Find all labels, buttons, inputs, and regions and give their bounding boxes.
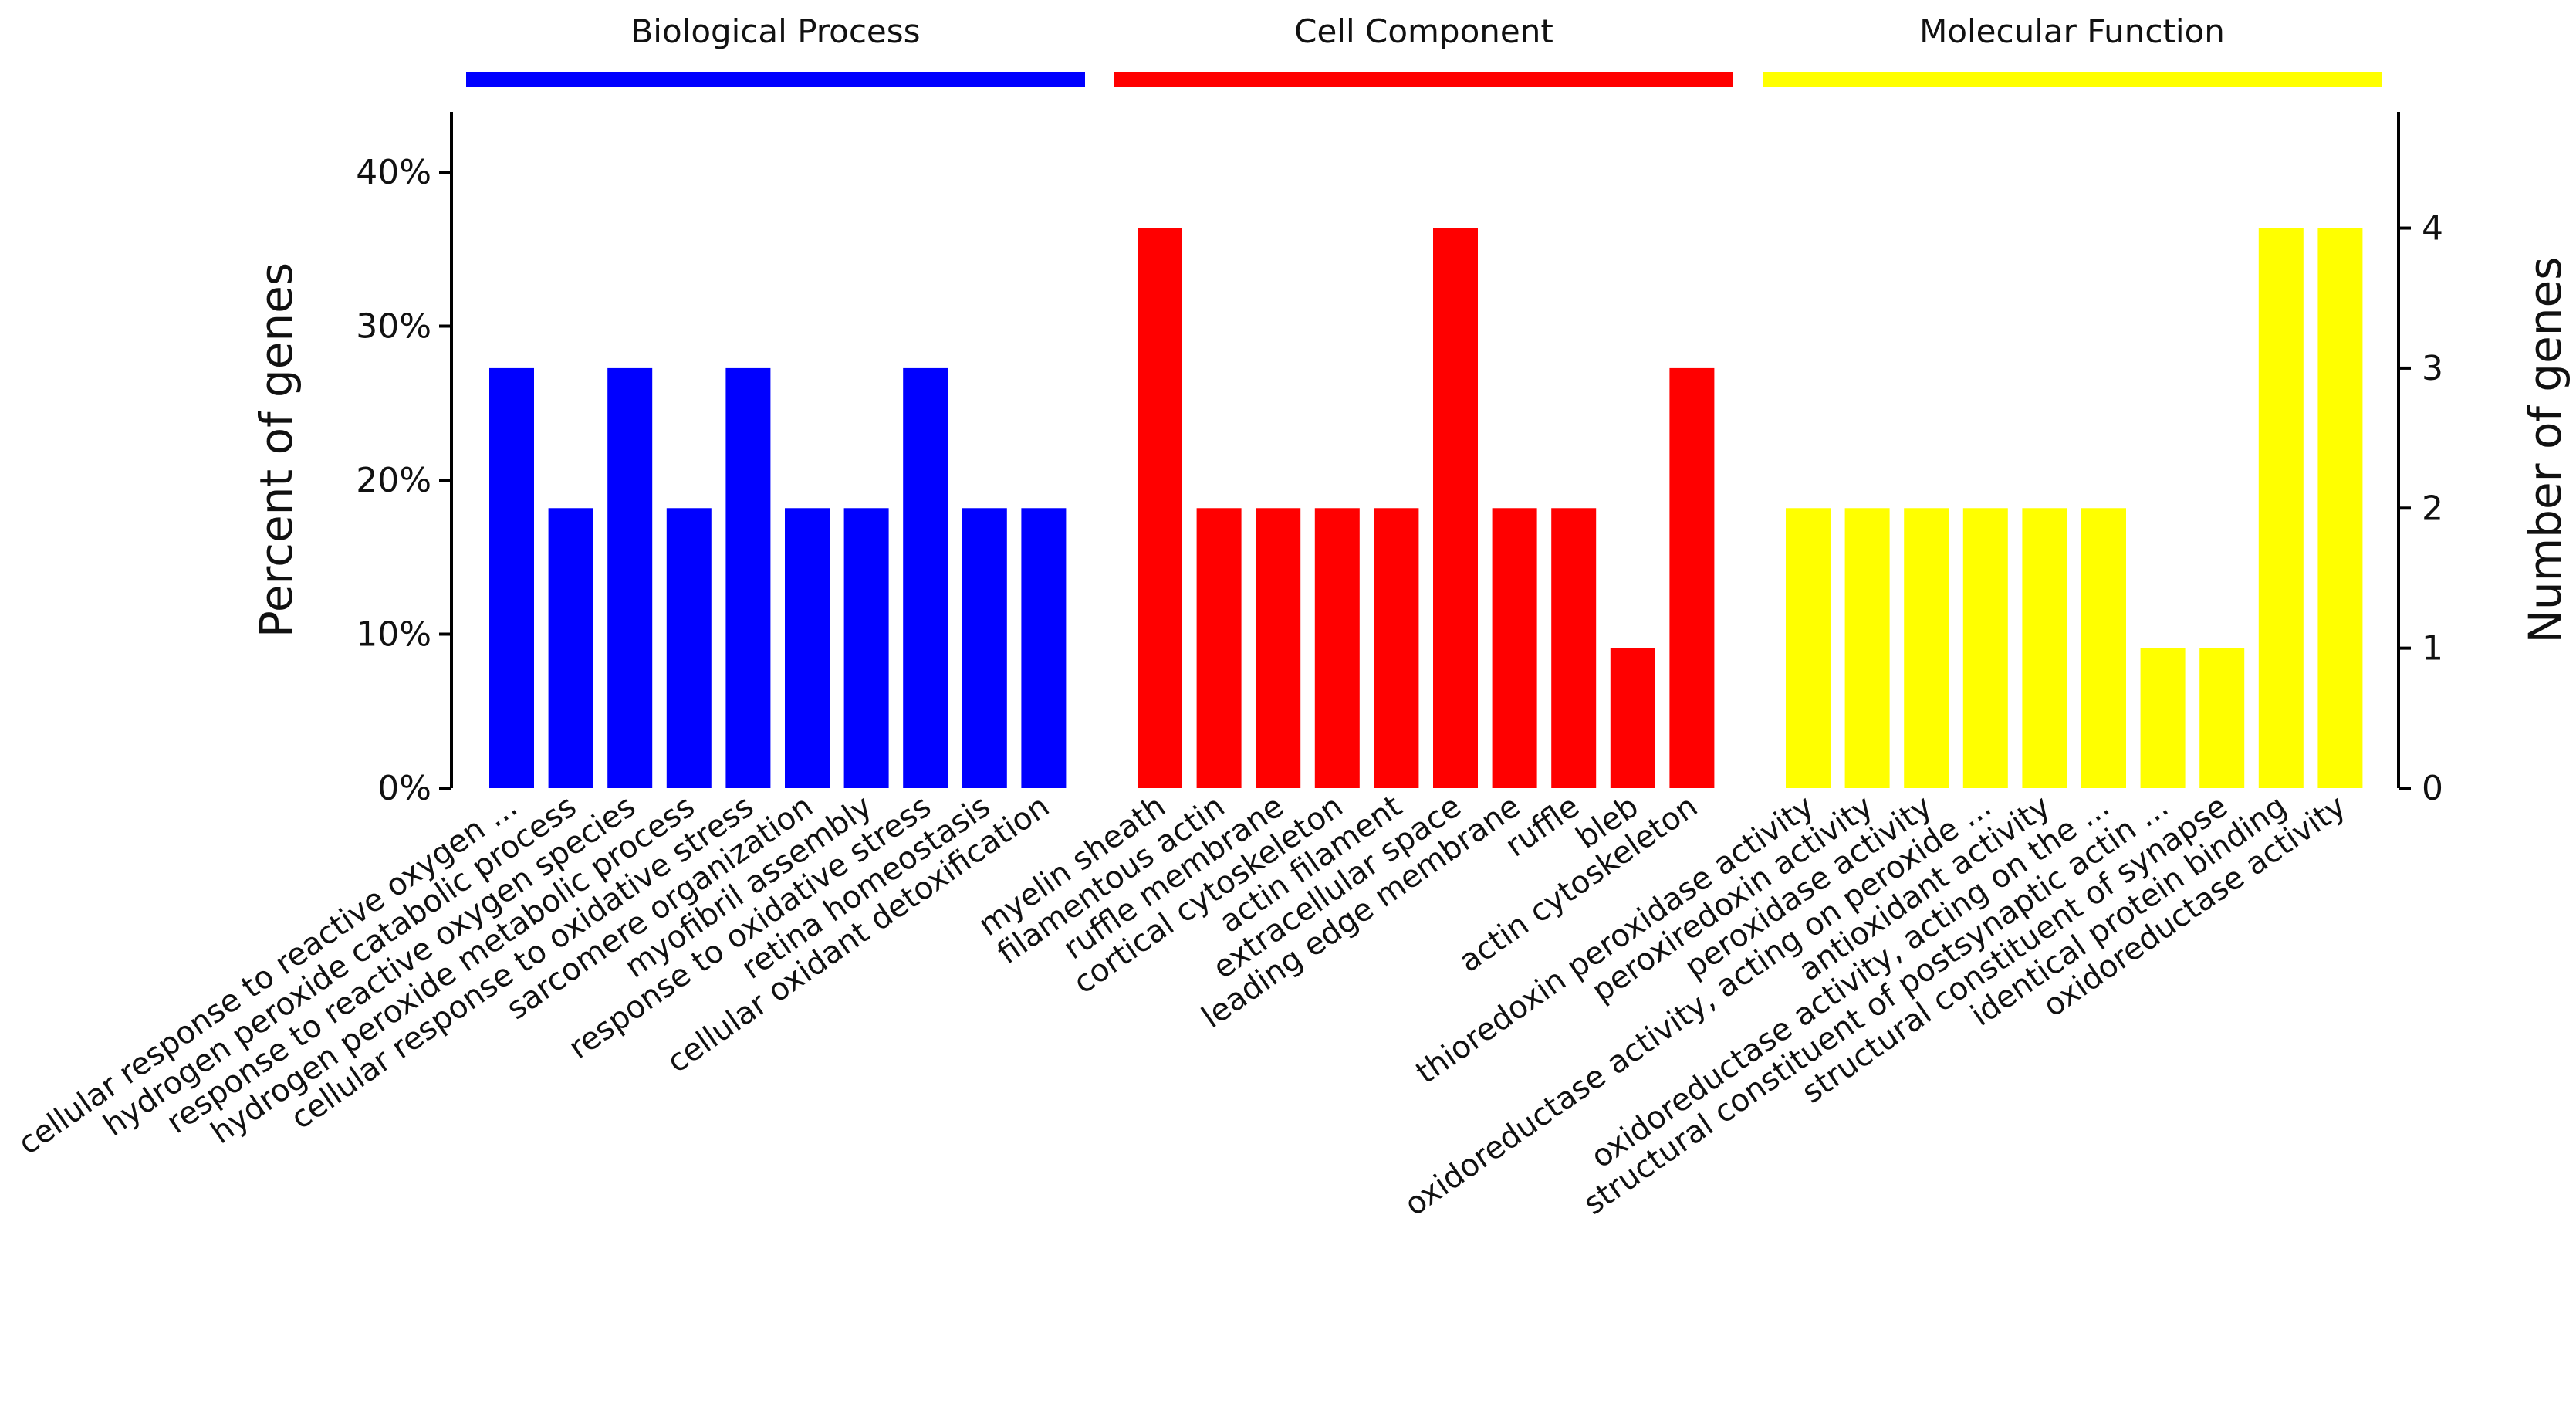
bar — [548, 508, 593, 788]
bar — [1904, 508, 1949, 788]
group-headers: Biological Process Cell Component Molecula… — [466, 12, 2382, 87]
bar — [1433, 228, 1478, 789]
right-tick-label: 1 — [2422, 629, 2443, 668]
right-tick-label: 4 — [2422, 209, 2443, 249]
bar — [962, 508, 1007, 788]
left-axis-title: Percent of genes — [250, 262, 303, 638]
bar — [2317, 228, 2363, 789]
group-header-bar — [1763, 72, 2382, 87]
bar — [1610, 648, 1655, 788]
group-header-label: Molecular Function — [1919, 12, 2225, 50]
left-tick-label: 20% — [356, 461, 431, 500]
bar — [1138, 228, 1182, 789]
bar — [1786, 508, 1831, 788]
group-header-label: Biological Process — [630, 12, 920, 50]
bar — [1492, 508, 1537, 788]
bar — [1374, 508, 1419, 788]
bar — [607, 367, 653, 789]
right-tick-label: 2 — [2422, 489, 2443, 528]
right-tick-label: 0 — [2422, 769, 2443, 808]
bar — [1021, 508, 1067, 788]
group-header-bar — [466, 72, 1085, 87]
bar — [2022, 508, 2067, 788]
right-tick-label: 3 — [2422, 349, 2443, 388]
bar — [903, 367, 948, 789]
bar — [843, 508, 889, 788]
bar — [489, 367, 534, 789]
group-header-bar — [1114, 72, 1733, 87]
bar — [1669, 367, 1715, 789]
bar — [2258, 228, 2304, 789]
right-axis-ticks: 0 1 2 3 4 — [2399, 209, 2443, 808]
bar — [2199, 648, 2245, 788]
group-header-label: Cell Component — [1294, 12, 1553, 50]
right-axis-title: Number of genes — [2519, 257, 2571, 644]
left-tick-label: 30% — [356, 307, 431, 347]
bars — [489, 228, 2363, 789]
bar — [1551, 508, 1597, 788]
bar — [1844, 508, 1890, 788]
category-labels: cellular response to reactive oxygen ...… — [12, 789, 2352, 1223]
bar — [785, 508, 830, 788]
bar — [1962, 508, 2008, 788]
bar — [1256, 508, 1301, 788]
bar — [1314, 508, 1360, 788]
bar — [666, 508, 712, 788]
left-tick-label: 0% — [377, 769, 431, 808]
left-axis-ticks: 0% 10% 20% 30% 40% — [356, 153, 451, 808]
left-tick-label: 10% — [356, 615, 431, 655]
bar — [725, 367, 771, 789]
axes: 0% 10% 20% 30% 40% 0 1 2 3 4 Percent of genes Nu… — [250, 112, 2571, 808]
bar — [1196, 508, 1242, 788]
bar — [2140, 648, 2186, 788]
left-tick-label: 40% — [356, 153, 431, 192]
bar — [2081, 508, 2126, 788]
